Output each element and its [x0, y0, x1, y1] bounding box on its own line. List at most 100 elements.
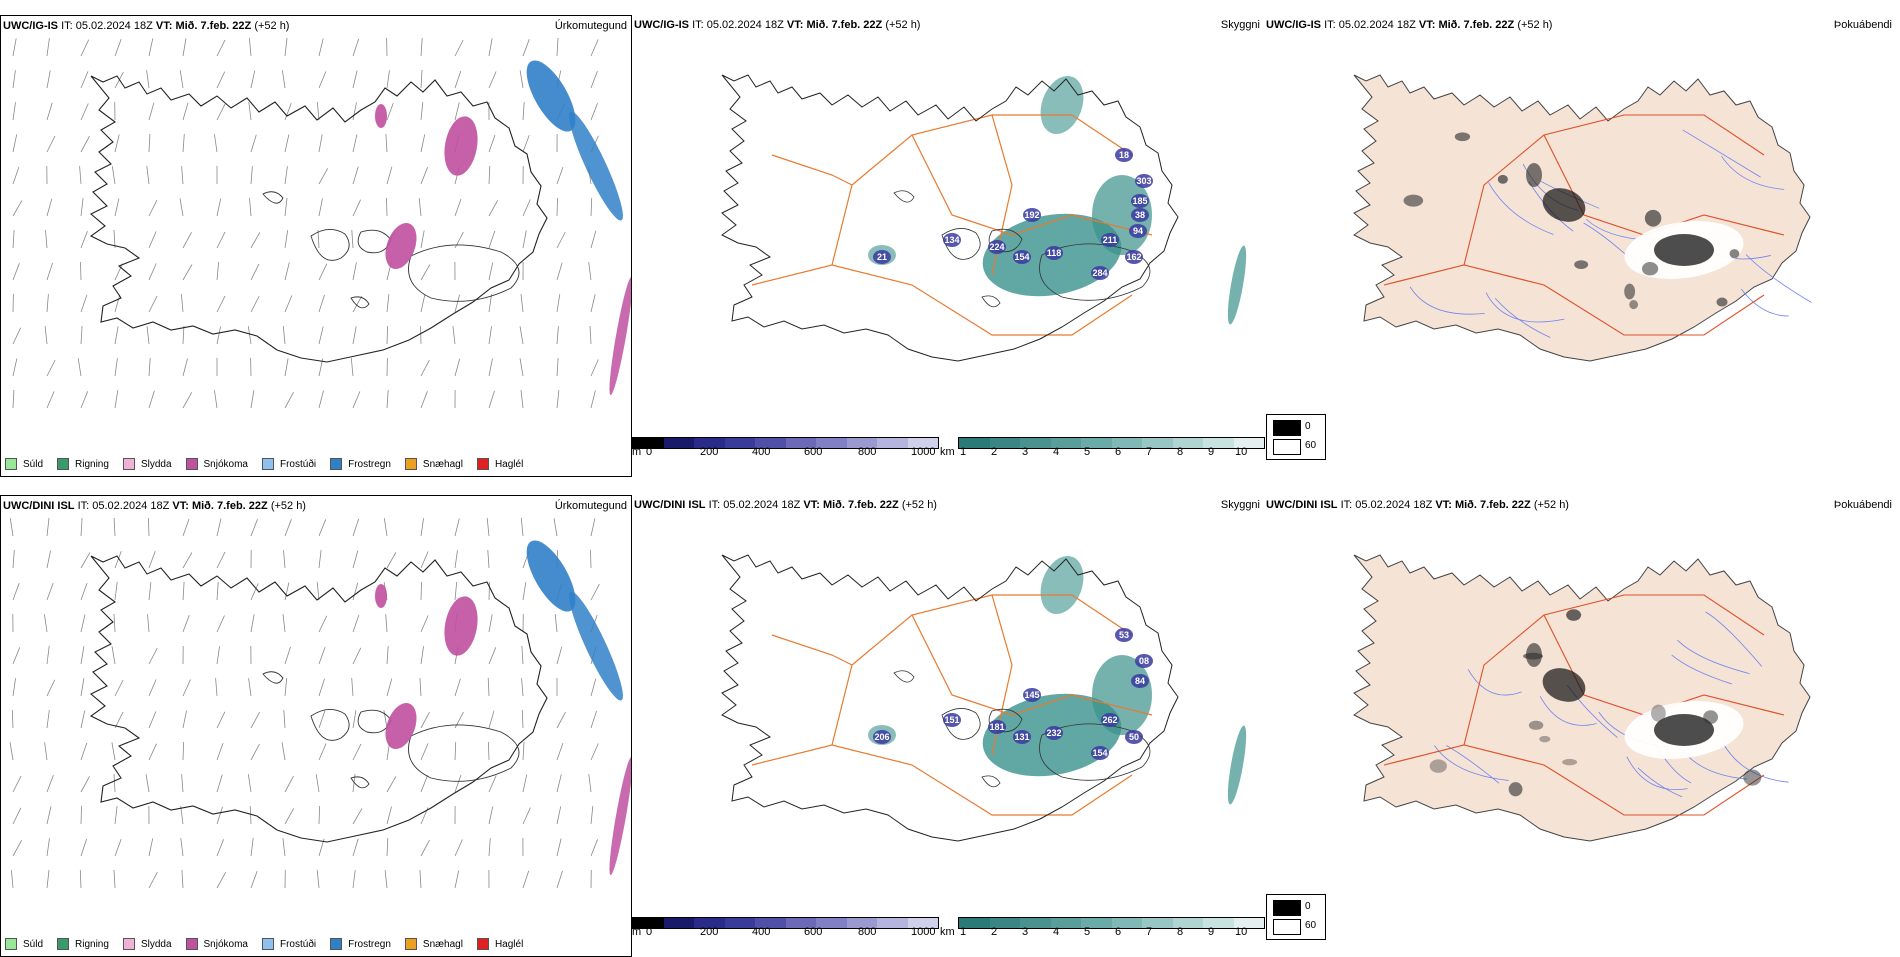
- wind-barb: [421, 70, 422, 88]
- vt-value: Mið. 7.feb. 22Z: [1438, 19, 1514, 31]
- legend-item: Súld: [5, 938, 43, 950]
- wind-barb: [251, 871, 257, 888]
- snowfall-area: [380, 219, 423, 274]
- wind-barb: [319, 198, 323, 216]
- wind-barb: [149, 711, 156, 728]
- wind-barb: [353, 710, 356, 728]
- wind-barb: [13, 390, 14, 408]
- wind-barb: [81, 678, 84, 696]
- vt-value: Mið. 7.feb. 22Z: [192, 500, 268, 512]
- legend-label: Snæhagl: [423, 459, 463, 470]
- wind-barb: [387, 198, 388, 216]
- wind-barb: [81, 104, 88, 121]
- wind-barb: [455, 519, 459, 537]
- wind-barb: [591, 71, 597, 88]
- wind-barb: [13, 134, 17, 152]
- wind-barb: [250, 806, 251, 824]
- wind-barb: [47, 806, 51, 824]
- visibility-tick: 1: [960, 446, 966, 458]
- wind-barb: [523, 808, 530, 824]
- wind-barb: [591, 550, 592, 568]
- wind-barb: [115, 390, 118, 408]
- wind-barb: [387, 646, 388, 664]
- wind-barb: [149, 551, 155, 568]
- wind-barb: [591, 839, 598, 856]
- wind-barb: [78, 358, 81, 376]
- fog-map-row2: [1264, 495, 1896, 957]
- wind-barb: [319, 616, 327, 632]
- fog-high-label: 0: [1305, 421, 1311, 432]
- fog-swatch-high: [1273, 900, 1301, 916]
- precip-type-map-row1: [1, 16, 632, 477]
- wind-barb: [146, 774, 149, 792]
- wind-barb: [149, 296, 157, 312]
- visibility-tick: 4: [1053, 446, 1059, 458]
- wind-barb: [47, 38, 49, 56]
- wind-barb: [81, 262, 82, 280]
- fog-patch: [1455, 132, 1470, 141]
- wind-barb: [421, 326, 422, 344]
- wind-barb: [285, 166, 287, 184]
- legend-swatch: [57, 458, 69, 470]
- ceiling-ticks: m 0 200 400 600 800 1000: [632, 446, 947, 460]
- precip-type-panel-row2: UWC/DINI ISL IT: 05.02.2024 18Z VT: Mið.…: [0, 495, 632, 957]
- panel-title: Skyggni: [1221, 19, 1260, 31]
- wind-barb: [489, 38, 492, 56]
- fog-panel-row1: UWC/IG-IS IT: 05.02.2024 18Z VT: Mið. 7.…: [1264, 15, 1896, 477]
- wind-barb: [317, 582, 319, 600]
- wind-barb: [11, 870, 13, 888]
- ceiling-label: 94: [1133, 226, 1143, 236]
- legend-item: Súld: [5, 458, 43, 470]
- wind-barb: [523, 582, 526, 600]
- wind-barb: [285, 198, 287, 216]
- wind-barb: [45, 326, 47, 344]
- wind-barb: [557, 647, 562, 664]
- wind-barb: [353, 391, 360, 408]
- wind-barb: [554, 518, 557, 536]
- legend-item: Frostregn: [330, 938, 391, 950]
- wind-barb: [557, 871, 563, 888]
- wind-barb: [591, 103, 598, 120]
- fog-patch: [1539, 736, 1550, 743]
- it-label: IT:: [78, 500, 90, 512]
- snowfall-area: [440, 594, 482, 659]
- low-visibility-area: [1224, 245, 1250, 326]
- lead-time: (+52 h): [885, 19, 920, 31]
- vt-label: VT:: [156, 20, 173, 32]
- panel-title: Þokuábendi: [1834, 19, 1892, 31]
- visibility-tick: 3: [1022, 446, 1028, 458]
- legend-swatch: [262, 458, 274, 470]
- legend-item: Rigning: [57, 938, 109, 950]
- legend-swatch: [405, 458, 417, 470]
- snowfall-area: [380, 699, 423, 754]
- ceiling-tick: 800: [858, 446, 876, 458]
- wind-barb: [10, 742, 13, 760]
- wind-barb: [149, 38, 153, 56]
- low-visibility-area: [1224, 725, 1250, 806]
- wind-barb: [353, 870, 355, 888]
- wind-barb: [523, 135, 529, 152]
- ceiling-tick: 600: [804, 926, 822, 938]
- ceiling-tick: 400: [752, 926, 770, 938]
- wind-barb: [13, 776, 21, 792]
- wind-barb: [489, 391, 495, 408]
- wind-barb: [115, 582, 117, 600]
- wind-barb: [248, 326, 251, 344]
- wind-barb: [353, 39, 359, 56]
- wind-barb: [487, 518, 489, 536]
- wind-barb: [489, 262, 493, 280]
- wind-barb: [489, 806, 493, 824]
- wind-barb: [183, 519, 189, 536]
- ceiling-tick: 800: [858, 926, 876, 938]
- wind-barb: [149, 264, 156, 281]
- wind-barb: [523, 871, 529, 888]
- vt-label: VT:: [1435, 499, 1452, 511]
- wind-barb: [523, 102, 524, 120]
- wind-barb: [319, 295, 325, 312]
- wind-barb: [387, 552, 396, 568]
- visibility-tick: 9: [1208, 926, 1214, 938]
- wind-barb: [489, 166, 490, 184]
- ceiling-label: 18: [1119, 150, 1129, 160]
- wind-barb: [591, 806, 593, 824]
- wind-barb: [285, 295, 292, 312]
